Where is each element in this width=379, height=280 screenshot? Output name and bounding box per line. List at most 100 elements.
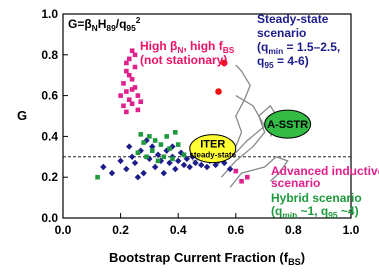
text-segment: Advanced inductive: [271, 164, 379, 178]
data-point: [175, 142, 181, 147]
annotation-text: G=βNH89/q952: [68, 15, 141, 33]
data-point: [124, 60, 129, 66]
data-point: [226, 165, 234, 173]
ellipse-label: ITER: [200, 139, 225, 151]
data-point: [126, 97, 132, 102]
data-point: [121, 103, 126, 109]
data-point: [160, 169, 167, 177]
text-segment: Bootstrap Current Fraction (f: [109, 250, 289, 265]
data-point: [124, 68, 129, 74]
data-point: [239, 178, 244, 184]
annotation-text: Hybrid scenario: [271, 191, 362, 205]
data-point: [147, 134, 152, 139]
annotation-text: Advanced inductive: [271, 164, 379, 178]
text-segment: BS: [223, 45, 235, 55]
data-point: [172, 165, 179, 173]
data-point: [132, 64, 138, 70]
annotation-text: High βN, high fBS: [140, 39, 235, 55]
data-point: [166, 159, 173, 167]
annotation-text: (qmin = 1.5–2.5,: [257, 40, 340, 56]
highlight-ellipse: [264, 109, 312, 139]
data-point: [144, 154, 149, 160]
data-point: [108, 169, 116, 177]
data-point: [215, 88, 222, 95]
data-point: [141, 140, 146, 145]
data-point: [126, 72, 132, 78]
text-segment: min: [268, 46, 283, 56]
data-point: [129, 101, 135, 107]
text-segment: (q: [271, 204, 282, 218]
data-point: [135, 107, 141, 113]
text-segment: q: [257, 54, 264, 68]
data-point: [149, 143, 156, 150]
text-segment: scenario: [257, 26, 306, 40]
data-point: [121, 81, 126, 86]
text-segment: min: [282, 210, 297, 220]
y-tick-label: 0.8: [41, 48, 58, 62]
text-segment: scenario: [271, 176, 320, 190]
data-point: [152, 138, 158, 143]
annotation-text: (not stationary): [140, 53, 227, 67]
data-point: [151, 163, 159, 171]
y-tick-label: 0.2: [41, 170, 58, 184]
x-tick-label: 0.8: [285, 223, 302, 237]
y-tick-label: 0.4: [41, 129, 58, 143]
data-point: [117, 157, 124, 165]
data-point: [181, 152, 187, 158]
highlight-ellipse: [189, 134, 237, 164]
ellipse-label: A-SSTR: [267, 119, 308, 131]
data-point: [126, 56, 132, 62]
data-point: [123, 165, 130, 173]
text-segment: 95: [328, 210, 338, 220]
data-point: [180, 161, 188, 169]
x-tick-label: 0.4: [170, 223, 187, 237]
data-point: [118, 93, 123, 98]
text-segment: 2: [136, 15, 141, 25]
text-segment: ~1, q: [297, 204, 328, 218]
data-point: [186, 163, 193, 171]
text-segment: ): [301, 250, 305, 265]
data-point: [124, 109, 129, 115]
trajectory-line: [229, 156, 289, 188]
data-point: [131, 159, 139, 167]
data-point: [164, 134, 169, 139]
data-point: [138, 99, 144, 105]
text-segment: Steady-state: [257, 12, 329, 26]
data-point: [175, 157, 182, 165]
data-point: [129, 87, 135, 92]
data-point: [167, 146, 172, 151]
y-tick-label: 0.6: [41, 89, 58, 103]
annotation-text: Bootstrap Current Fraction (fBS): [109, 250, 305, 267]
text-segment: 89: [106, 23, 116, 33]
text-segment: G=β: [68, 17, 92, 31]
x-tick-label: 0.0: [55, 223, 72, 237]
text-segment: , high f: [183, 39, 223, 53]
ellipse-label: steady-state: [189, 151, 236, 160]
data-point: [128, 153, 136, 160]
x-tick-label: 0.2: [112, 223, 129, 237]
annotation-text: scenario: [271, 176, 320, 190]
data-point: [192, 159, 199, 167]
text-segment: N: [177, 45, 183, 55]
data-point: [198, 161, 205, 169]
text-segment: 95: [126, 23, 136, 33]
data-point: [134, 174, 142, 181]
text-segment: = 1.5–2.5,: [283, 40, 340, 54]
text-segment: BS: [288, 257, 301, 267]
data-point: [135, 93, 141, 98]
data-point: [100, 163, 107, 171]
text-segment: (q: [257, 40, 268, 54]
text-segment: H: [98, 17, 107, 31]
data-point: [161, 154, 167, 160]
data-point: [132, 85, 138, 90]
annotation-text: q95 = 4-6): [257, 54, 309, 70]
data-point: [245, 174, 250, 180]
text-segment: N: [92, 23, 98, 33]
data-point: [155, 158, 161, 164]
data-point: [135, 150, 141, 156]
x-tick-label: 0.6: [227, 223, 244, 237]
data-point: [140, 169, 147, 177]
data-point: [126, 143, 133, 150]
data-point: [158, 142, 164, 147]
text-segment: (not stationary): [140, 53, 227, 67]
